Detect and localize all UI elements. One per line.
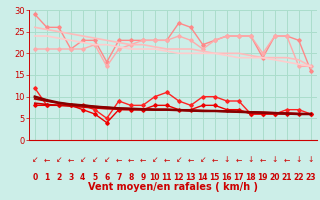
Text: 11: 11: [162, 174, 172, 182]
Text: 0: 0: [32, 174, 37, 182]
Text: 15: 15: [210, 174, 220, 182]
Text: 5: 5: [92, 174, 97, 182]
Text: ↓: ↓: [248, 156, 254, 164]
Text: ↙: ↙: [152, 156, 158, 164]
Text: 12: 12: [173, 174, 184, 182]
Text: ↙: ↙: [92, 156, 98, 164]
Text: 17: 17: [234, 174, 244, 182]
Text: ←: ←: [128, 156, 134, 164]
Text: 1: 1: [44, 174, 49, 182]
Text: ↙: ↙: [176, 156, 182, 164]
Text: ←: ←: [188, 156, 194, 164]
Text: ↓: ↓: [272, 156, 278, 164]
Text: 21: 21: [282, 174, 292, 182]
Text: ←: ←: [116, 156, 122, 164]
Text: ←: ←: [140, 156, 146, 164]
Text: ←: ←: [236, 156, 242, 164]
Text: ↙: ↙: [56, 156, 62, 164]
Text: ↙: ↙: [200, 156, 206, 164]
Text: 8: 8: [128, 174, 133, 182]
Text: ↙: ↙: [32, 156, 38, 164]
Text: 6: 6: [104, 174, 109, 182]
Text: 19: 19: [258, 174, 268, 182]
Text: ←: ←: [260, 156, 266, 164]
Text: ↓: ↓: [224, 156, 230, 164]
Text: 22: 22: [293, 174, 304, 182]
Text: 3: 3: [68, 174, 73, 182]
Text: ←: ←: [284, 156, 290, 164]
Text: 7: 7: [116, 174, 122, 182]
Text: 2: 2: [56, 174, 61, 182]
Text: ←: ←: [212, 156, 218, 164]
Text: 18: 18: [245, 174, 256, 182]
Text: ↓: ↓: [308, 156, 314, 164]
Text: ↙: ↙: [104, 156, 110, 164]
Text: ←: ←: [68, 156, 74, 164]
Text: Vent moyen/en rafales ( km/h ): Vent moyen/en rafales ( km/h ): [88, 182, 258, 192]
Text: 20: 20: [269, 174, 280, 182]
Text: ←: ←: [44, 156, 50, 164]
Text: ↙: ↙: [80, 156, 86, 164]
Text: 16: 16: [221, 174, 232, 182]
Text: 4: 4: [80, 174, 85, 182]
Text: 13: 13: [186, 174, 196, 182]
Text: 10: 10: [149, 174, 160, 182]
Text: 23: 23: [306, 174, 316, 182]
Text: 14: 14: [197, 174, 208, 182]
Text: ←: ←: [164, 156, 170, 164]
Text: ↓: ↓: [296, 156, 302, 164]
Text: 9: 9: [140, 174, 145, 182]
